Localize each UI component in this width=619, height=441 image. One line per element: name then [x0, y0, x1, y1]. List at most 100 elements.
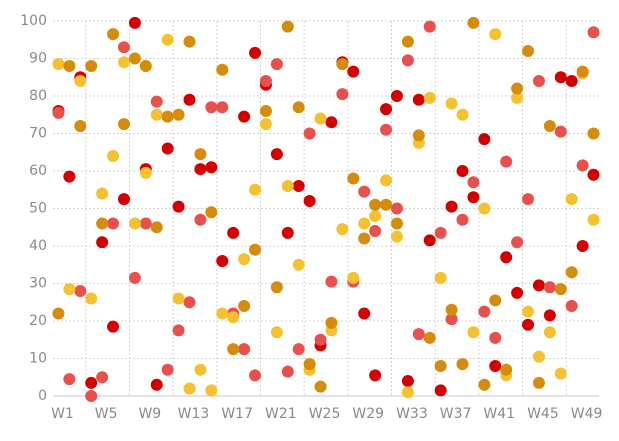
point [172, 108, 185, 121]
point [456, 108, 469, 121]
point [478, 305, 491, 318]
point [74, 75, 87, 87]
point [445, 303, 458, 316]
point [576, 240, 589, 252]
point [347, 271, 360, 284]
point [478, 202, 491, 215]
point [532, 75, 545, 87]
point [281, 180, 294, 192]
y-tick-label: 20 [29, 313, 47, 329]
x-tick-label: W29 [352, 406, 384, 422]
point [85, 390, 98, 402]
point [96, 217, 109, 230]
point [183, 93, 196, 106]
point [489, 28, 502, 41]
point [445, 313, 458, 326]
point [543, 281, 556, 294]
point [336, 88, 349, 101]
point [511, 236, 524, 249]
point [423, 91, 436, 104]
point [270, 58, 283, 71]
point [117, 41, 130, 54]
point [489, 294, 502, 307]
point [161, 363, 174, 376]
point [281, 20, 294, 33]
point [281, 365, 294, 378]
point [423, 234, 436, 247]
point [565, 75, 578, 87]
point [390, 230, 403, 243]
point [52, 106, 65, 119]
point [576, 159, 589, 172]
point [478, 133, 491, 146]
point [194, 148, 207, 161]
point [303, 195, 316, 207]
y-tick-label: 80 [29, 88, 47, 104]
point [194, 163, 207, 176]
point [587, 213, 600, 226]
point [347, 65, 360, 78]
point [259, 105, 272, 117]
point [401, 35, 414, 48]
point [249, 46, 262, 59]
point [74, 120, 87, 132]
x-tick-label: W41 [483, 406, 515, 422]
point [96, 236, 109, 249]
point [423, 20, 436, 33]
point [205, 101, 218, 114]
point [380, 123, 393, 136]
point [554, 367, 567, 380]
point [216, 101, 229, 114]
point [336, 58, 349, 71]
point [478, 378, 491, 391]
point [543, 309, 556, 322]
point [412, 129, 425, 142]
point [314, 112, 327, 125]
point [107, 28, 120, 41]
point [522, 318, 535, 331]
point [423, 331, 436, 344]
point [128, 16, 141, 29]
point [347, 172, 360, 185]
point [576, 65, 589, 78]
point [183, 296, 196, 309]
point [358, 185, 371, 198]
point [522, 193, 535, 206]
point [500, 251, 513, 264]
point [522, 45, 535, 57]
x-tick-label: W13 [178, 406, 210, 422]
point [412, 328, 425, 341]
point [107, 150, 120, 162]
point [194, 213, 207, 226]
point [150, 95, 163, 108]
point [227, 226, 240, 239]
point [511, 286, 524, 299]
point [390, 217, 403, 230]
point [238, 253, 251, 266]
point [96, 371, 109, 384]
point [467, 191, 480, 204]
point [85, 376, 98, 389]
point [380, 198, 393, 211]
point [161, 142, 174, 155]
point [63, 170, 76, 183]
point [172, 200, 185, 213]
x-tick-label: W1 [51, 406, 74, 422]
point [150, 221, 163, 234]
x-tick-label: W5 [95, 406, 118, 422]
point [117, 193, 130, 206]
point [172, 324, 185, 337]
point [456, 165, 469, 177]
point [249, 369, 262, 382]
x-tick-label: W21 [265, 406, 297, 422]
point [292, 180, 305, 192]
point [467, 16, 480, 29]
point [511, 82, 524, 95]
x-tick-label: W9 [138, 406, 161, 422]
x-tick-label: W17 [221, 406, 253, 422]
y-tick-label: 0 [38, 388, 47, 404]
point [150, 108, 163, 121]
point [216, 255, 229, 267]
point [216, 307, 229, 320]
